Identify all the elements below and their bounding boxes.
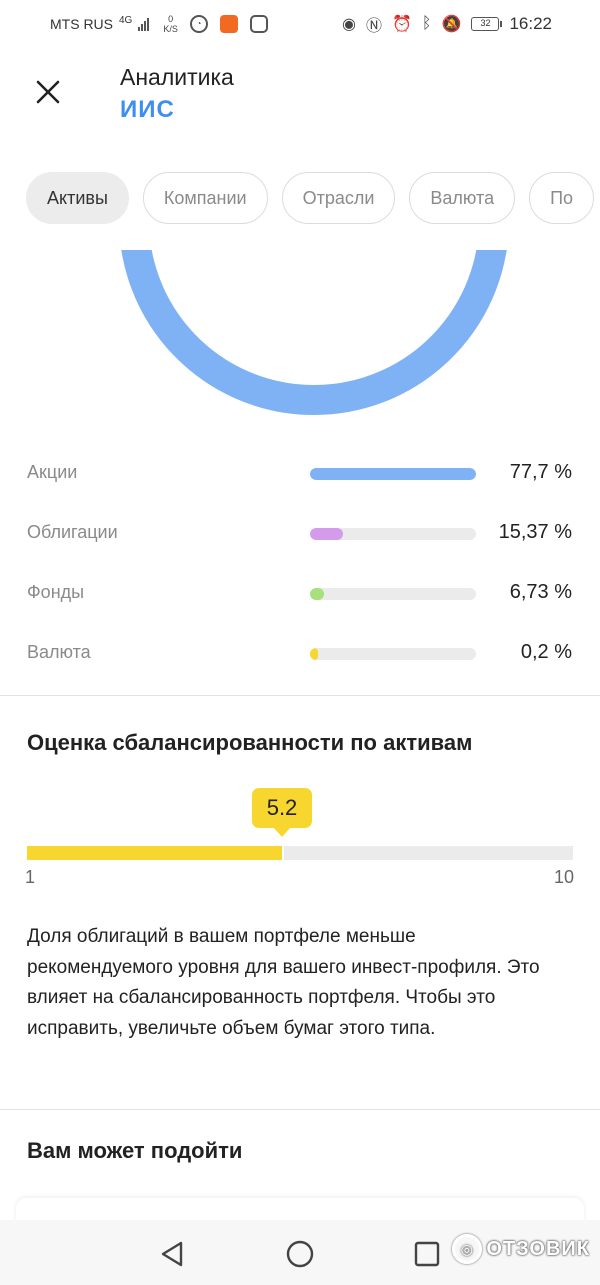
back-button[interactable] [152, 1234, 192, 1274]
allocation-bar-track [310, 468, 476, 480]
balance-scale-marker [282, 846, 284, 860]
android-nav-bar: ◎ ОТЗОВИК [0, 1220, 600, 1285]
scale-max-label: 10 [553, 867, 574, 887]
watermark-logo-icon: ◎ [452, 1234, 483, 1264]
status-right: ◉ Ⓝ ⏰ ᛒ 🔕 32 16:22 [342, 12, 552, 36]
allocation-list: Акции 77,7 % Облигации 15,37 % Фонды 6,7… [0, 444, 600, 684]
allocation-label: Валюта [27, 642, 91, 662]
allocation-label: Акции [27, 462, 78, 482]
allocation-bar-track [310, 588, 476, 600]
allocation-row-stocks[interactable]: Акции 77,7 % [0, 444, 600, 504]
network-type: 4G [119, 14, 133, 26]
allocation-bar-fill [310, 648, 318, 660]
nfc-icon: Ⓝ [365, 18, 382, 35]
tab-companies[interactable]: Компании [142, 172, 268, 224]
speed-unit: K/S [163, 24, 178, 34]
page-title: Аналитика [120, 64, 234, 90]
home-circle-icon [286, 1240, 314, 1268]
orange-app-icon [219, 15, 238, 33]
allocation-bar-track [310, 528, 476, 540]
allocation-bar-fill [310, 588, 325, 600]
watermark: ◎ ОТЗОВИК [452, 1234, 590, 1264]
app-notification-icon: ◔ [189, 15, 208, 33]
allocation-bar-fill [310, 528, 343, 540]
balance-section-title: Оценка сбалансированности по активам [27, 730, 473, 755]
header: Аналитика ИИС [0, 46, 600, 156]
portfolio-name: ИИС [120, 96, 175, 123]
close-button[interactable] [28, 72, 68, 112]
analytics-tabs: Активы Компании Отрасли Валюта По [26, 172, 595, 224]
tab-currency[interactable]: Валюта [409, 172, 516, 224]
section-divider [0, 1109, 600, 1110]
allocation-label: Фонды [27, 582, 85, 602]
allocation-bar-track [310, 648, 476, 660]
close-icon [36, 80, 60, 104]
allocation-value: 0,2 % [520, 641, 572, 663]
allocation-row-funds[interactable]: Фонды 6,73 % [0, 564, 600, 624]
battery-icon: 32 [471, 17, 503, 31]
allocation-label: Облигации [27, 522, 118, 542]
watermark-text: ОТЗОВИК [486, 1237, 590, 1260]
eye-icon: ◉ [342, 16, 356, 33]
allocation-value: 15,37 % [498, 521, 572, 543]
balance-scale [27, 846, 573, 860]
allocation-row-bonds[interactable]: Облигации 15,37 % [0, 504, 600, 564]
tab-assets[interactable]: Активы [26, 172, 129, 224]
carrier-name: MTS RUS [50, 16, 113, 32]
network-speed: 0 K/S [163, 14, 178, 34]
allocation-donut-chart [121, 250, 507, 415]
speed-value: 0 [168, 14, 174, 24]
instagram-icon [249, 15, 268, 33]
mute-icon: 🔕 [441, 16, 462, 33]
tab-industries[interactable]: Отрасли [281, 172, 396, 224]
alarm-icon: ⏰ [392, 16, 412, 33]
bluetooth-icon: ᛒ [421, 15, 432, 32]
recents-button[interactable] [407, 1234, 447, 1274]
donut-slice-0 [121, 250, 507, 415]
balance-scale-fill [27, 846, 282, 860]
balance-score-badge: 5.2 [252, 788, 312, 837]
balance-recommendation-text: Доля облигаций в вашем портфеле меньше р… [27, 926, 540, 1039]
section-divider [0, 695, 600, 696]
suggestions-title: Вам может подойти [27, 1138, 243, 1163]
clock: 16:22 [509, 14, 552, 33]
status-left: MTS RUS 4G 0 K/S ◔ [50, 14, 268, 34]
recents-square-icon [414, 1241, 440, 1267]
allocation-row-currency[interactable]: Валюта 0,2 % [0, 624, 600, 684]
allocation-value: 6,73 % [509, 581, 572, 603]
scale-min-label: 1 [25, 867, 36, 887]
home-button[interactable] [280, 1234, 320, 1274]
status-bar: MTS RUS 4G 0 K/S ◔ ◉ Ⓝ ⏰ ᛒ 🔕 32 16:22 [0, 0, 600, 46]
signal-icon [138, 17, 150, 31]
allocation-value: 77,7 % [509, 461, 572, 483]
allocation-bar-fill [310, 468, 476, 480]
tab-more[interactable]: По [529, 172, 595, 224]
back-triangle-icon [161, 1241, 183, 1267]
